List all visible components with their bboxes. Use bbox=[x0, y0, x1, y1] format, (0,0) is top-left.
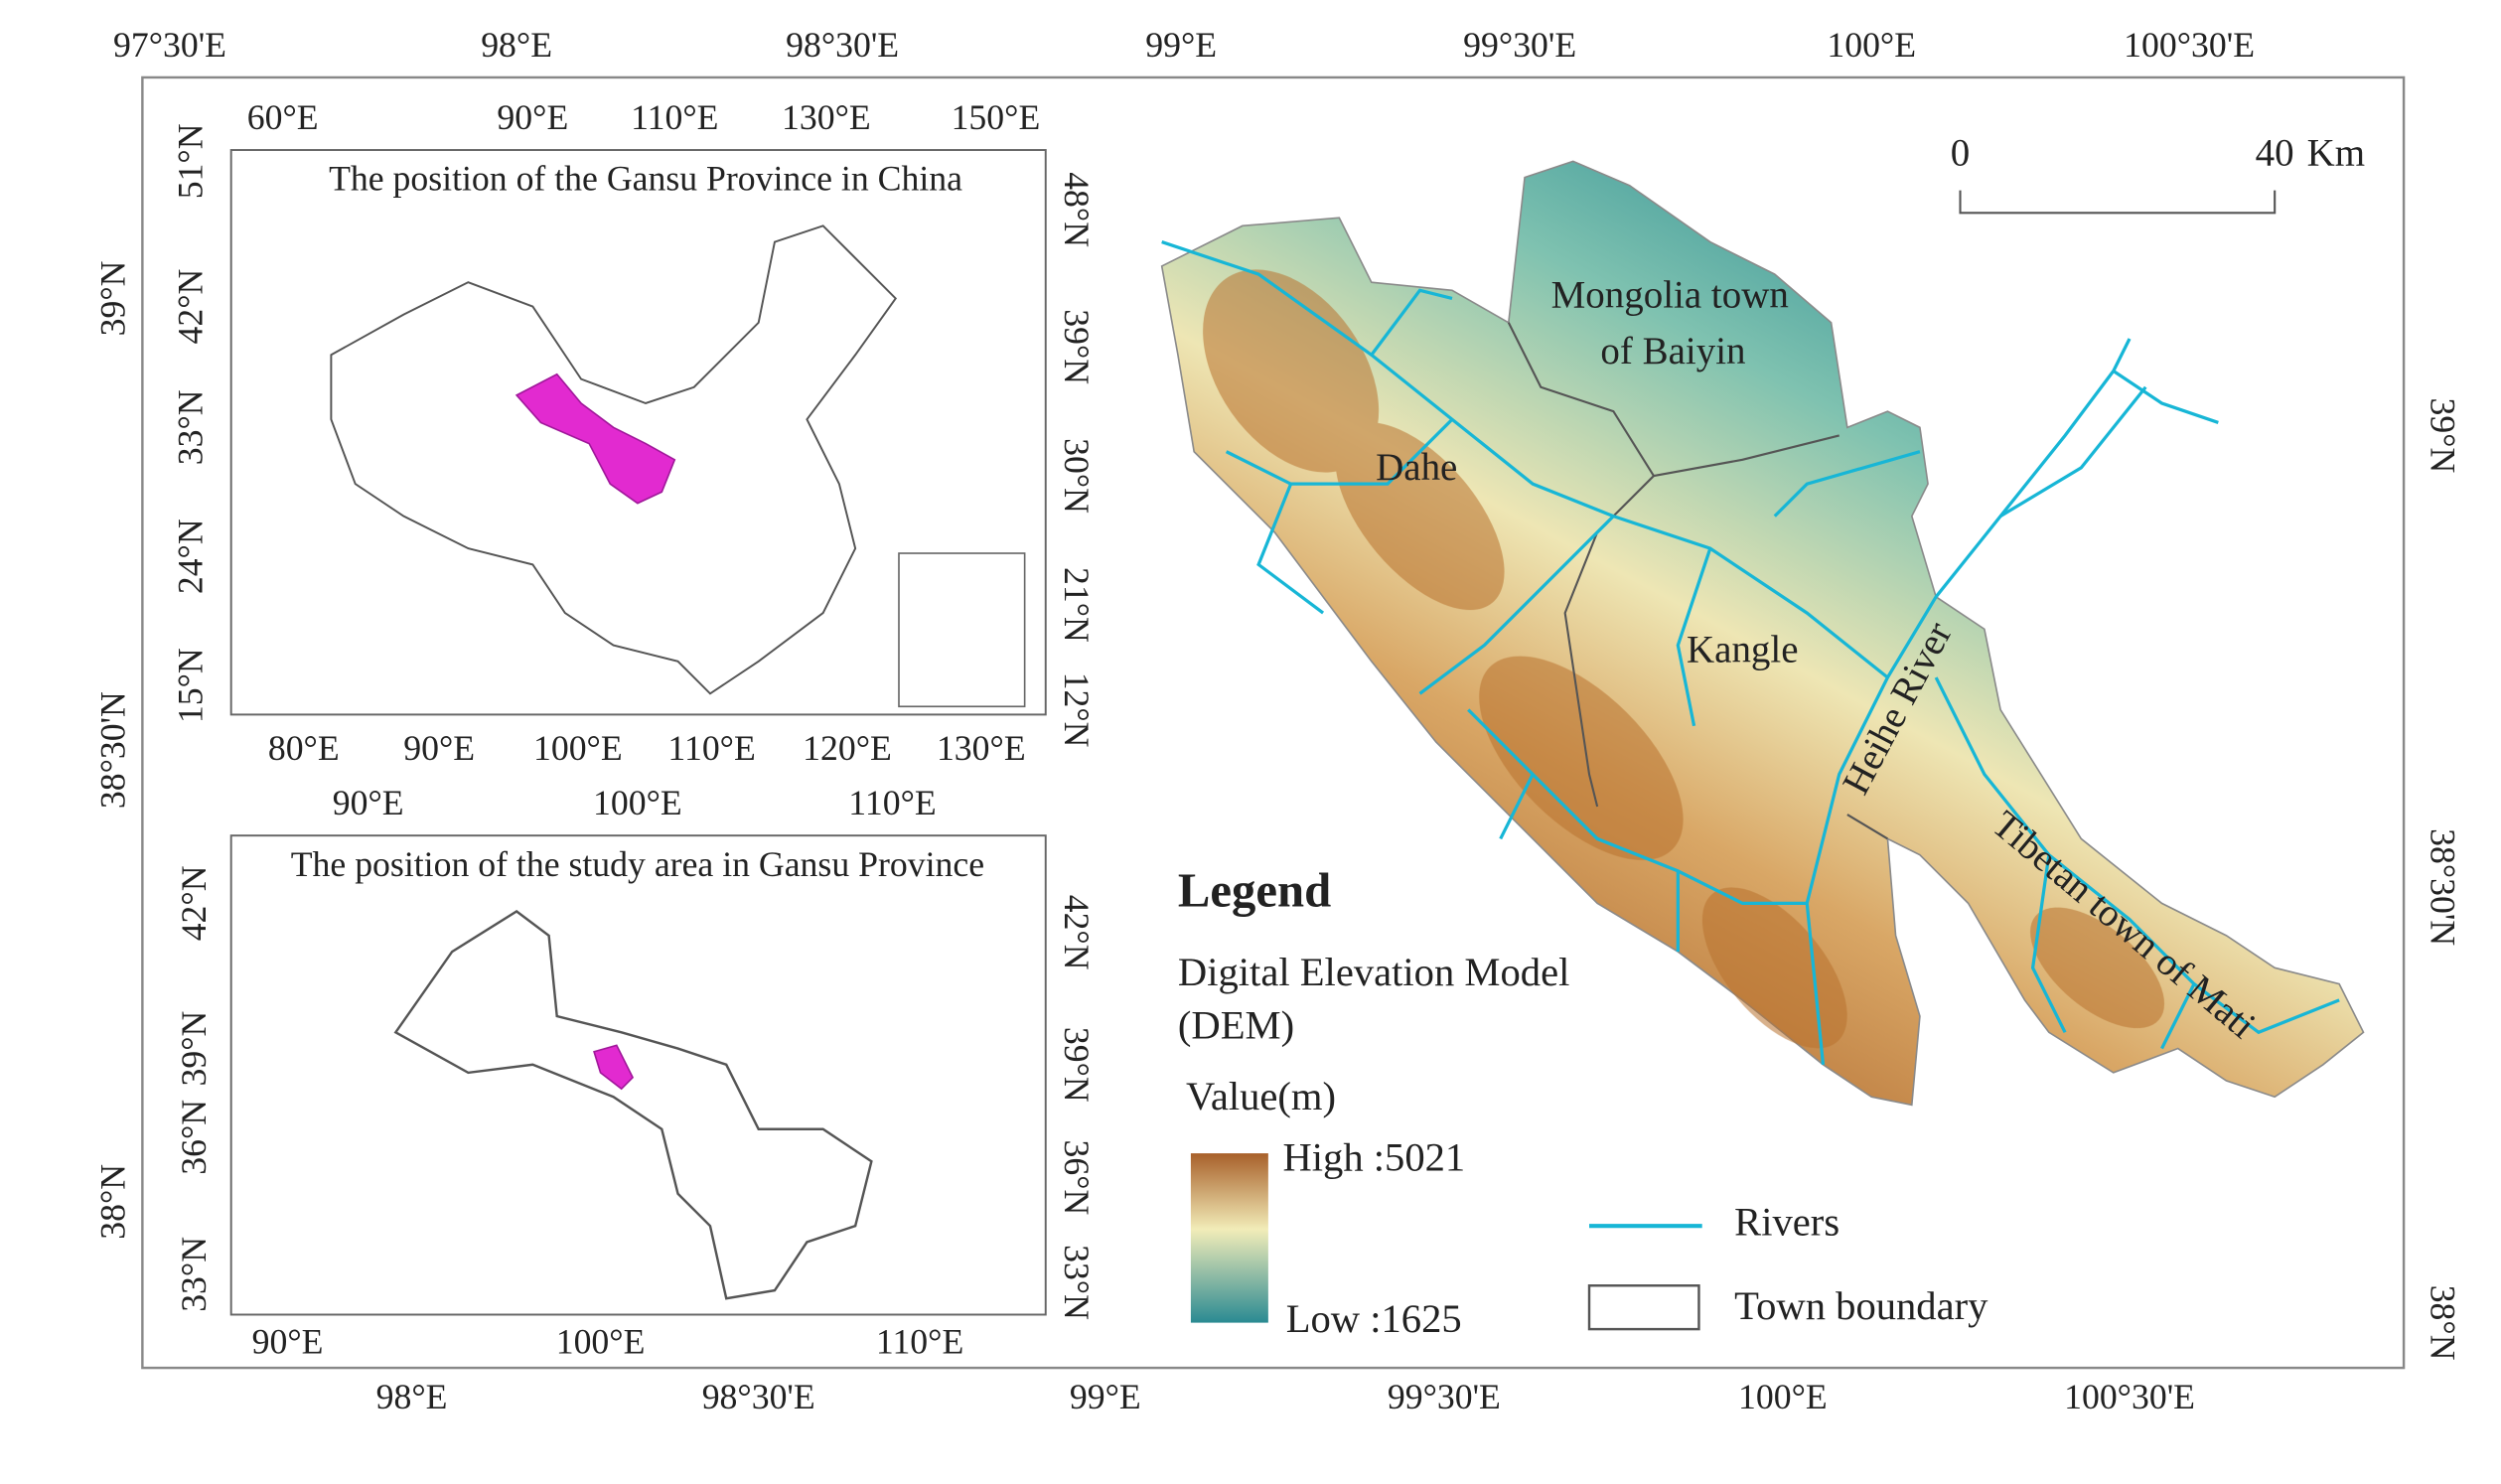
lat-label: 51°N bbox=[171, 123, 211, 199]
lat-label: 39°N bbox=[2424, 398, 2463, 474]
study-area bbox=[1160, 160, 2365, 1107]
lon-label: 90°E bbox=[403, 728, 475, 768]
scale-label: Km bbox=[2307, 131, 2365, 174]
lat-label: 36°N bbox=[1057, 1140, 1097, 1216]
legend-text: Rivers bbox=[1734, 1199, 1839, 1244]
inset-title: The position of the Gansu Province in Ch… bbox=[329, 159, 962, 199]
lon-label: 97°30'E bbox=[113, 25, 226, 65]
inset-title: The position of the study area in Gansu … bbox=[291, 844, 984, 884]
lat-label: 38°30'N bbox=[2424, 828, 2463, 946]
town-boundary bbox=[1846, 814, 1888, 840]
lon-label: 100°E bbox=[533, 728, 623, 768]
lon-label: 100°E bbox=[1738, 1377, 1828, 1416]
lon-label: 98°30'E bbox=[786, 25, 899, 65]
lon-label: 98°E bbox=[481, 25, 552, 65]
lon-label: 110°E bbox=[848, 783, 936, 822]
lon-label: 100°E bbox=[1827, 25, 1916, 65]
lon-label: 90°E bbox=[333, 783, 404, 822]
lon-label: 98°E bbox=[376, 1377, 448, 1416]
legend-text: Low :1625 bbox=[1286, 1296, 1462, 1341]
lat-label: 15°N bbox=[171, 648, 211, 723]
lat-label: 38°30'N bbox=[93, 691, 133, 809]
lat-label: 30°N bbox=[1057, 438, 1097, 514]
gansu-outline bbox=[393, 910, 873, 1300]
scale-label: 0 bbox=[1951, 131, 1970, 174]
lat-label: 39°N bbox=[1057, 1027, 1097, 1103]
lat-label: 42°N bbox=[174, 865, 214, 941]
lat-label: 24°N bbox=[171, 519, 211, 594]
lon-label: 150°E bbox=[952, 97, 1041, 137]
lon-label: 60°E bbox=[247, 97, 319, 137]
lat-label: 39°N bbox=[93, 261, 133, 337]
map-frame bbox=[141, 75, 2406, 1370]
lat-label: 33°N bbox=[1057, 1245, 1097, 1320]
lat-label: 21°N bbox=[1057, 567, 1097, 643]
lat-label: 38°N bbox=[93, 1164, 133, 1240]
lon-label: 100°30'E bbox=[2124, 25, 2255, 65]
lon-label: 99°30'E bbox=[1463, 25, 1576, 65]
lon-label: 99°E bbox=[1070, 1377, 1141, 1416]
place-label: Mongolia town bbox=[1551, 273, 1789, 316]
legend-text: Value(m) bbox=[1186, 1074, 1336, 1118]
lat-label: 33°N bbox=[174, 1237, 214, 1312]
lon-label: 90°E bbox=[497, 97, 568, 137]
lon-label: 80°E bbox=[268, 728, 340, 768]
lon-label: 110°E bbox=[876, 1322, 963, 1362]
legend-ramp bbox=[1190, 1153, 1268, 1323]
lon-label: 100°E bbox=[593, 783, 682, 822]
lon-label: 120°E bbox=[803, 728, 892, 768]
rivers bbox=[1161, 240, 2340, 1065]
place-label: Kangle bbox=[1687, 629, 1799, 671]
study-area-highlight bbox=[593, 1044, 635, 1091]
scale-label: 40 bbox=[2256, 131, 2294, 174]
lat-label: 33°N bbox=[171, 389, 211, 465]
gansu-highlight bbox=[515, 372, 676, 505]
lon-label: 90°E bbox=[252, 1322, 324, 1362]
lat-label: 36°N bbox=[174, 1100, 214, 1175]
lat-label: 48°N bbox=[1057, 172, 1097, 247]
south-sea-inset bbox=[898, 552, 1026, 708]
legend-text: High :5021 bbox=[1282, 1135, 1465, 1180]
lat-label: 39°N bbox=[1057, 309, 1097, 384]
lon-label: 130°E bbox=[782, 97, 871, 137]
lon-label: 110°E bbox=[667, 728, 755, 768]
lon-label: 99°E bbox=[1145, 25, 1217, 65]
legend-text: Town boundary bbox=[1734, 1283, 1988, 1328]
lon-label: 98°30'E bbox=[702, 1377, 815, 1416]
town-boundary bbox=[1507, 322, 1656, 808]
lon-label: 99°30'E bbox=[1388, 1377, 1501, 1416]
place-label: of Baiyin bbox=[1600, 330, 1745, 372]
lat-label: 42°N bbox=[1057, 895, 1097, 970]
lat-label: 39°N bbox=[174, 1011, 214, 1087]
legend-text: Digital Elevation Model bbox=[1178, 950, 1569, 994]
lon-label: 110°E bbox=[631, 97, 718, 137]
high-terrain bbox=[1203, 269, 2165, 1049]
legend-text: (DEM) bbox=[1178, 1002, 1294, 1047]
lat-label: 12°N bbox=[1057, 672, 1097, 748]
legend-boundary-box bbox=[1587, 1284, 1700, 1331]
town-boundary bbox=[1653, 434, 1839, 478]
lat-label: 42°N bbox=[171, 269, 211, 345]
scale-bar bbox=[1959, 190, 2277, 215]
legend-title: Legend bbox=[1178, 863, 1331, 917]
lon-label: 100°E bbox=[556, 1322, 646, 1362]
lon-label: 100°30'E bbox=[2064, 1377, 2195, 1416]
lon-label: 130°E bbox=[937, 728, 1026, 768]
place-label: Dahe bbox=[1376, 446, 1457, 489]
lat-label: 38°N bbox=[2424, 1285, 2463, 1361]
